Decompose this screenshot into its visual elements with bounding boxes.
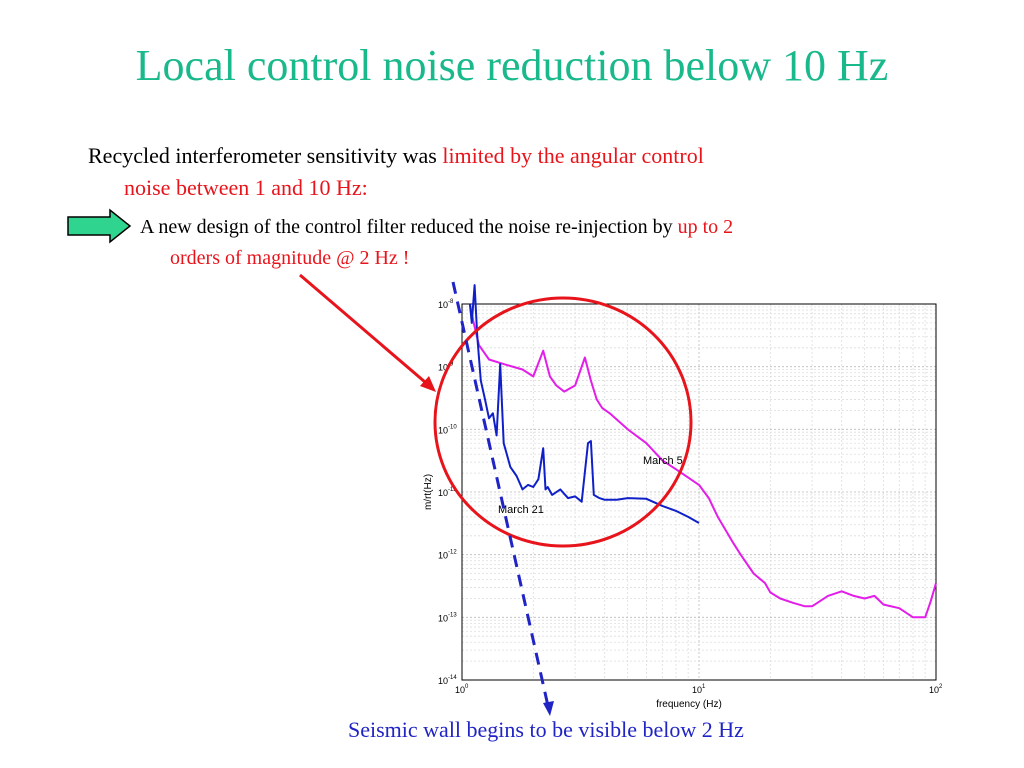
- y-tick-base: 10: [438, 613, 448, 623]
- y-tick-label: 10-13: [438, 612, 457, 623]
- y-tick-base: 10: [438, 425, 448, 435]
- y-tick-label: 10-11: [438, 487, 457, 498]
- y-tick-label: 10-8: [438, 299, 454, 310]
- chart-grid: [462, 304, 936, 680]
- series-line-march5: [468, 303, 937, 619]
- y-axis-label: m/rt(Hz): [423, 474, 434, 510]
- bullet-sensitivity: Recycled interferometer sensitivity was …: [88, 140, 908, 204]
- x-tick-exp: 1: [702, 684, 706, 690]
- pointer-arrow-line: [299, 273, 433, 390]
- y-tick-exp: -10: [448, 424, 457, 430]
- plot-frame: [461, 303, 937, 681]
- x-tick-exp: 2: [939, 684, 943, 690]
- x-tick-base: 10: [929, 685, 939, 695]
- y-tick-base: 10: [438, 488, 448, 498]
- bullet1-highlight-a: limited by the angular control: [442, 143, 704, 168]
- pointer-arrow-head: [420, 376, 436, 392]
- bullet2-highlight-b: orders of magnitude @ 2 Hz !: [170, 247, 410, 269]
- y-tick-base: 10: [438, 676, 448, 686]
- y-tick-exp: -11: [448, 487, 457, 493]
- seismic-wall-arrow-head: [543, 701, 554, 716]
- y-tick-base: 10: [438, 363, 448, 373]
- x-tick-label: 102: [929, 684, 943, 695]
- footer-caption: Seismic wall begins to be visible below …: [348, 717, 744, 742]
- series-label-march21: March 21: [498, 504, 544, 516]
- y-tick-exp: -13: [448, 612, 457, 618]
- y-tick-label: 10-12: [438, 550, 457, 561]
- y-tick-label: 10-14: [438, 675, 457, 686]
- slide-title: Local control noise reduction below 10 H…: [135, 41, 889, 90]
- chart-series: [468, 284, 937, 619]
- series-line-march21: [468, 284, 700, 524]
- y-tick-exp: -14: [448, 675, 457, 681]
- y-tick-base: 10: [438, 300, 448, 310]
- bullet1-text: Recycled interferometer sensitivity was: [88, 143, 443, 168]
- right-arrow-icon: [67, 208, 132, 244]
- highlight-circle: [433, 296, 693, 548]
- bullet2-text: A new design of the control filter reduc…: [140, 216, 678, 238]
- y-tick-exp: -12: [448, 550, 457, 556]
- x-tick-label: 100: [455, 684, 469, 695]
- seismic-wall-line: [451, 281, 550, 707]
- x-axis-label: frequency (Hz): [656, 699, 722, 710]
- x-tick-base: 10: [692, 685, 702, 695]
- bullet2-highlight-a: up to 2: [677, 216, 734, 238]
- x-tick-base: 10: [455, 685, 465, 695]
- bullet1-highlight-b: noise between 1 and 10 Hz:: [124, 175, 368, 200]
- bullet-filter: A new design of the control filter reduc…: [140, 212, 920, 274]
- x-tick-labels: 100 101 102: [455, 684, 943, 695]
- x-tick-label: 101: [692, 684, 706, 695]
- y-tick-exp: -8: [448, 299, 454, 305]
- y-tick-base: 10: [438, 551, 448, 561]
- series-label-march5: March 5: [643, 455, 683, 467]
- x-tick-exp: 0: [465, 684, 469, 690]
- y-tick-label: 10-10: [438, 424, 457, 435]
